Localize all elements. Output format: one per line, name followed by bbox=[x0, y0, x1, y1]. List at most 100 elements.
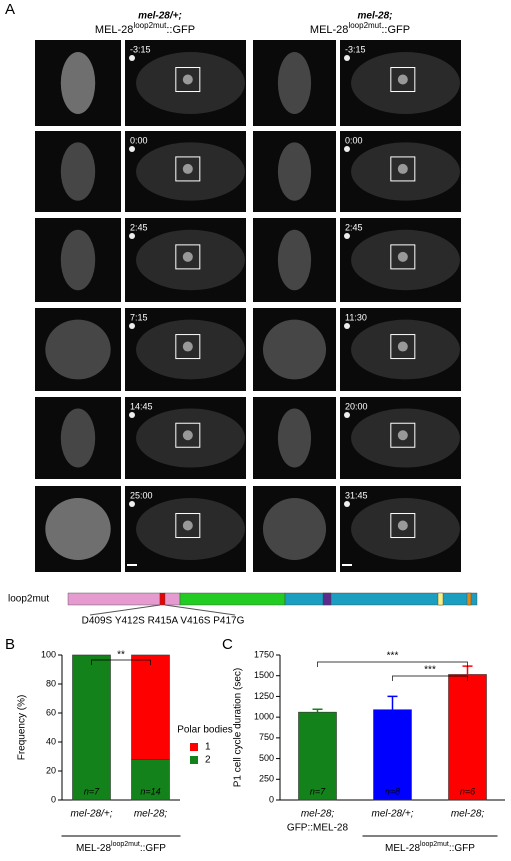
domain-segment bbox=[466, 592, 472, 606]
timestamp: 25:00 bbox=[130, 490, 153, 500]
superscript: loop2mut bbox=[133, 21, 167, 30]
error-bar bbox=[462, 665, 473, 675]
domain-segment bbox=[322, 592, 332, 606]
text-part: ::GFP bbox=[140, 843, 166, 854]
legend-title: Polar bodies bbox=[177, 725, 233, 736]
y-axis-label: Frequency (%) bbox=[17, 695, 28, 761]
zoom-box bbox=[175, 513, 201, 539]
text-part: ::GFP bbox=[166, 24, 195, 36]
nucleus bbox=[182, 74, 193, 85]
polar-body bbox=[344, 412, 350, 418]
domain-label: loop2mut bbox=[8, 594, 49, 605]
domain-segment bbox=[67, 592, 161, 606]
panel-label: A bbox=[5, 1, 15, 18]
polar-body bbox=[344, 501, 350, 507]
sig-bracket bbox=[317, 661, 468, 667]
timestamp: 7:15 bbox=[130, 312, 148, 322]
y-tick-label: 1750 bbox=[254, 649, 274, 659]
n-label: n=6 bbox=[460, 786, 475, 796]
zoom-box bbox=[175, 334, 201, 360]
error-bar bbox=[312, 708, 323, 713]
nucleus bbox=[397, 341, 408, 352]
polar-body bbox=[344, 146, 350, 152]
zoom-box bbox=[390, 513, 416, 539]
n-label: n=7 bbox=[310, 786, 326, 796]
y-tick-label: 0 bbox=[51, 794, 56, 804]
nucleus bbox=[182, 341, 193, 352]
nucleus bbox=[397, 74, 408, 85]
chromatin bbox=[45, 319, 111, 380]
chromatin bbox=[262, 498, 327, 560]
bar bbox=[298, 711, 337, 801]
zoom-box bbox=[390, 422, 416, 448]
header: mel-28; bbox=[357, 11, 392, 22]
bar bbox=[373, 709, 412, 801]
text-part: ::GFP bbox=[381, 24, 410, 36]
zoom-box bbox=[175, 422, 201, 448]
superscript: loop2mut bbox=[348, 21, 382, 30]
polar-body bbox=[129, 146, 135, 152]
polar-body bbox=[344, 233, 350, 239]
zoom-box bbox=[390, 244, 416, 270]
connector bbox=[164, 604, 236, 616]
timestamp: -3:15 bbox=[130, 44, 151, 54]
y-tick-label: 40 bbox=[46, 736, 56, 746]
timestamp: 20:00 bbox=[345, 401, 368, 411]
mutation-list: D409S Y412S R415A V416S P417G bbox=[82, 616, 245, 627]
y-tick-label: 1000 bbox=[254, 712, 274, 722]
domain-segment bbox=[159, 592, 166, 606]
zoom-box bbox=[390, 156, 416, 182]
y-tick-label: 100 bbox=[41, 649, 56, 659]
x-tick-label: mel-28/+; bbox=[71, 809, 113, 820]
y-axis-label: P1 cell cycle duration (sec) bbox=[233, 668, 244, 788]
construct-label: MEL-28loop2mut::GFP bbox=[310, 21, 410, 36]
polar-body bbox=[129, 55, 135, 61]
chromatin bbox=[262, 319, 327, 380]
nucleus bbox=[397, 163, 408, 174]
header: mel-28/+; bbox=[138, 11, 182, 22]
domain-segment bbox=[284, 592, 478, 606]
panel-label: C bbox=[222, 636, 233, 653]
timestamp: 14:45 bbox=[130, 401, 153, 411]
zoom-box bbox=[175, 156, 201, 182]
nucleus bbox=[397, 430, 408, 441]
nucleus bbox=[397, 520, 408, 531]
polar-body bbox=[344, 323, 350, 329]
y-tick-label: 500 bbox=[259, 753, 274, 763]
timestamp: -3:15 bbox=[345, 44, 366, 54]
y-tick-label: 750 bbox=[259, 732, 274, 742]
text-part: MEL-28 bbox=[310, 24, 349, 36]
nucleus bbox=[182, 163, 193, 174]
timestamp: 11:30 bbox=[345, 312, 367, 322]
nucleus bbox=[182, 520, 193, 531]
polar-body bbox=[344, 55, 350, 61]
timestamp: 0:00 bbox=[345, 135, 363, 145]
timestamp: 31:45 bbox=[345, 490, 368, 500]
chromatin bbox=[277, 229, 312, 291]
y-tick-label: 80 bbox=[46, 678, 56, 688]
x-tick-sublabel: GFP::MEL-28 bbox=[287, 823, 349, 834]
significance: ** bbox=[117, 650, 125, 661]
y-tick-label: 250 bbox=[259, 774, 274, 784]
sig-bracket bbox=[392, 675, 468, 681]
timestamp: 2:45 bbox=[130, 222, 148, 232]
sig-bracket bbox=[91, 659, 151, 665]
construct-label: MEL-28loop2mut::GFP bbox=[95, 21, 195, 36]
bar bbox=[448, 674, 487, 801]
error-bar bbox=[387, 695, 398, 710]
chromatin bbox=[60, 52, 96, 114]
timestamp: 0:00 bbox=[130, 135, 148, 145]
zoom-box bbox=[390, 67, 416, 93]
zoom-box bbox=[175, 67, 201, 93]
scale-bar bbox=[342, 564, 352, 566]
nucleus bbox=[182, 430, 193, 441]
superscript: loop2mut bbox=[420, 841, 449, 848]
n-label: n=14 bbox=[140, 786, 160, 796]
domain-segment bbox=[437, 592, 444, 606]
legend-label: 2 bbox=[205, 755, 211, 766]
chromatin bbox=[277, 408, 312, 468]
bar-segment bbox=[131, 759, 170, 801]
y-tick-label: 0 bbox=[269, 794, 274, 804]
text-part: MEL-28 bbox=[385, 843, 420, 854]
chromatin bbox=[277, 52, 312, 114]
